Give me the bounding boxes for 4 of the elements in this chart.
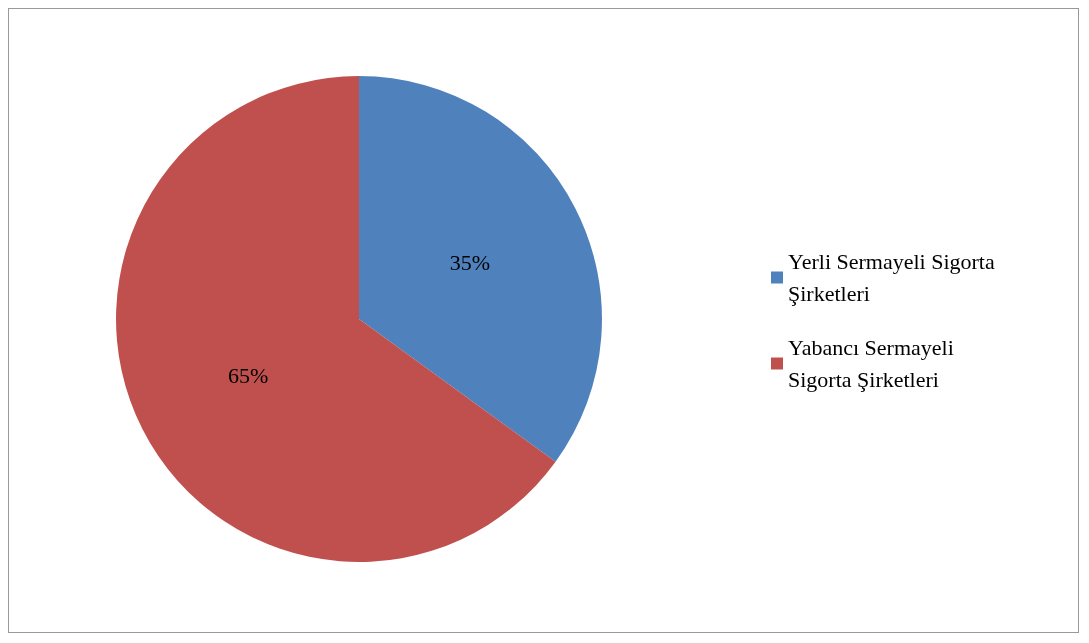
data-label: 65% <box>227 363 269 389</box>
legend-label: Yerli Sermayeli Sigorta Şirketleri <box>788 249 1001 306</box>
legend-label: Yabancı Sermayeli Sigorta Şirketleri <box>788 335 960 392</box>
data-label: 35% <box>449 249 491 275</box>
